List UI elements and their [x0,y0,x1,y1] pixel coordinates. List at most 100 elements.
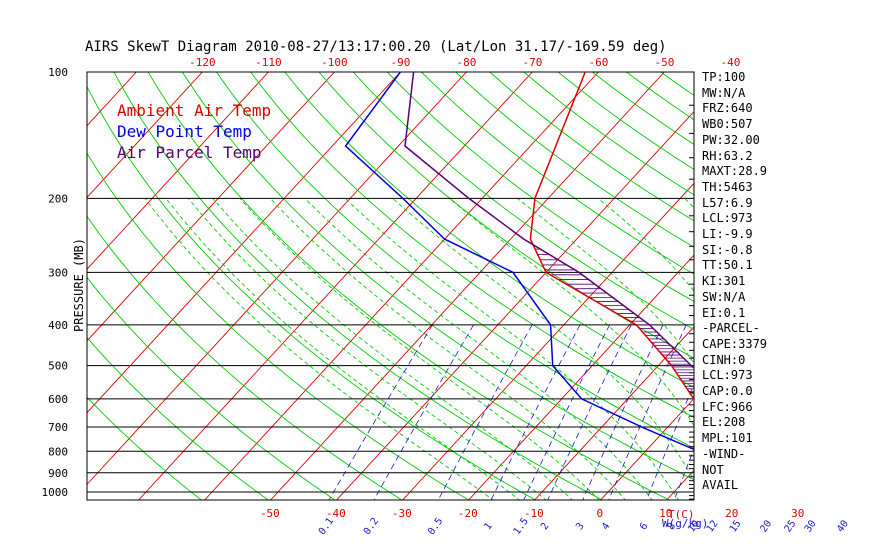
sounding-index-line: TT:50.1 [702,258,753,273]
dry-adiabat-line [181,72,694,481]
mixing-ratio-tick-label: 25 [783,518,799,534]
top-temp-tick-label: -120 [189,56,216,69]
isotherm-line [204,72,599,500]
sounding-index-line: LI:-9.9 [702,227,753,242]
bottom-temp-tick-label: -40 [326,507,346,520]
sounding-index-line: SW:N/A [702,289,746,304]
pressure-tick-labels: 100 200 300 400 500 600 700 800 900 1000 [42,66,69,499]
x-axis-label: T(C) [668,508,695,521]
isotherm-line [87,72,335,342]
pressure-tick-label: 900 [48,467,68,480]
sounding-index-line: CINH:0 [702,352,746,367]
isotherm-line [87,72,401,414]
mixing-ratio-axis-label: W(g/kg) [662,517,708,530]
moist-adiabat-line [188,198,547,500]
sounding-index-line: PW:32.00 [702,132,760,147]
dry-adiabat-line [87,396,203,500]
sounding-index-line: MPL:101 [702,431,753,446]
dry-adiabat-line [284,72,694,388]
sounding-index-line: KI:301 [702,274,746,289]
moist-adiabat-line [344,198,680,500]
moist-adiabat-line [517,198,694,364]
mixing-ratio-line [373,324,474,500]
bottom-temp-tick-labels: -50 -40 -30 -20 -10 0 10 20 30 [260,507,805,520]
sounding-index-line: L57:6.9 [702,195,753,210]
bottom-temp-tick-label: -30 [392,507,412,520]
moist-adiabat-line [144,198,494,500]
top-temp-tick-label: -60 [588,56,608,69]
legend-air-parcel-temp: Air Parcel Temp [117,143,262,162]
top-temp-tick-label: -80 [456,56,476,69]
top-temp-tick-label: -50 [654,56,674,69]
cape-hatch-area [535,248,694,400]
legend-dew-point-temp: Dew Point Temp [117,122,252,141]
sounding-index-line: WB0:507 [702,117,753,132]
isotherm-line [270,72,665,500]
dry-adiabat-line [216,72,694,449]
dry-adiabat-line [87,152,470,500]
pressure-tick-label: 100 [48,66,68,79]
isobar-lines [86,71,695,501]
dry-adiabat-line [147,72,671,500]
mixing-ratio-tick-label: 1 [482,521,494,532]
isotherm-line [87,72,467,486]
sounding-index-line: SI:-0.8 [702,242,753,257]
mixing-ratio-line [547,324,632,500]
y-axis-label: PRESSURE (MB) [72,238,86,332]
sounding-index-line: EL:208 [702,415,746,430]
mixing-ratio-line [523,324,610,500]
bottom-temp-tick-label: -10 [524,507,544,520]
top-temp-tick-label: -90 [390,56,410,69]
isotherm-lines [0,72,694,501]
sounding-index-line: FRZ:640 [702,101,753,116]
sounding-index-line: CAPE:3379 [702,336,768,351]
isotherm-line [534,326,694,500]
dry-adiabat-line [421,72,694,275]
moist-adiabat-line [304,198,653,500]
dry-adiabat-line [87,276,336,500]
pressure-tick-label: 800 [48,445,68,458]
mixing-ratio-tick-label: 0.5 [426,516,445,537]
top-temp-tick-label: -100 [321,56,348,69]
bottom-temp-tick-label: 10 [659,507,672,520]
mixing-ratio-line [490,324,581,500]
sounding-series [344,72,694,451]
sounding-index-line: NOT [702,462,724,477]
series-dew-point-temp [344,72,694,451]
sounding-index-line: MW:N/A [702,85,746,100]
moist-adiabat-line [165,198,521,500]
pressure-tick-label: 700 [48,421,68,434]
moist-adiabat-line [269,198,627,500]
mixing-ratio-tick-label: 30 [803,518,819,534]
pressure-tick-label: 600 [48,393,68,406]
sounding-index-line: CAP:0.0 [702,384,753,399]
mixing-ratio-tick-label: 4 [600,521,612,532]
pressure-tick-label: 500 [48,360,68,373]
sounding-index-line: LCL:973 [702,211,753,226]
mixing-ratio-line [582,324,664,500]
mixing-ratio-tick-label: 8 [666,521,678,532]
isotherm-line [468,254,694,500]
isotherm-line [0,72,70,501]
sounding-index-line: -PARCEL- [702,321,760,336]
dry-adiabat-line [386,72,694,303]
sounding-index-line: EI:0.1 [702,305,746,320]
dry-adiabat-lines [87,72,694,500]
isotherm-line [87,72,269,270]
dry-adiabat-line [87,336,269,500]
bottom-temp-tick-label: 30 [791,507,804,520]
sounding-index-line: -WIND- [702,446,746,461]
sounding-index-line: TP:100 [702,70,746,84]
dry-adiabat-line [113,72,604,500]
mixing-ratio-tick-label: 20 [758,518,774,534]
moist-adiabat-line [239,198,600,500]
mixing-ratio-tick-label: 15 [728,518,744,534]
top-temp-tick-label: -40 [720,56,740,69]
sounding-index-line: AVAIL [702,478,739,493]
moist-adiabat-line [212,198,574,500]
isotherm-line [600,397,694,500]
top-temp-tick-label: -110 [255,56,282,69]
series-ambient-air-temp [529,72,694,401]
isotherm-line [336,110,694,500]
